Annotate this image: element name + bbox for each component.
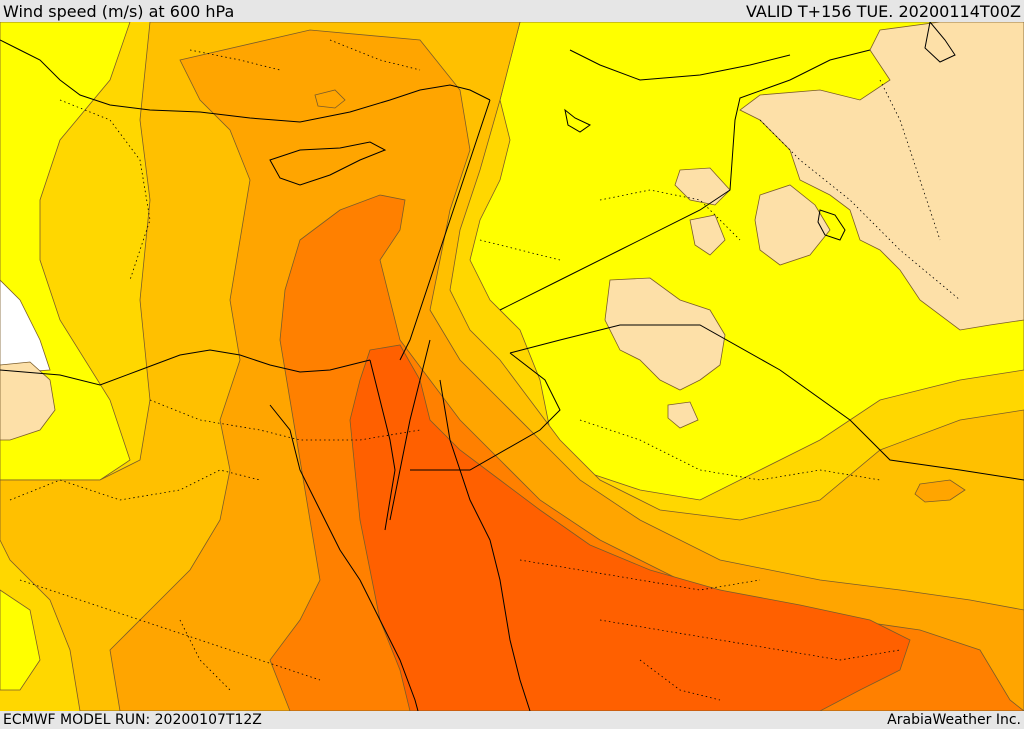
- field-tan-syria: [674, 167, 731, 206]
- map-title: Wind speed (m/s) at 600 hPa: [3, 2, 235, 21]
- field-orange-7: [349, 344, 911, 711]
- field-cell-east: [914, 479, 966, 503]
- valid-time: VALID T+156 TUE. 20200114T00Z: [745, 2, 1021, 21]
- model-run: ECMWF MODEL RUN: 20200107T12Z: [3, 712, 262, 728]
- footer-bar: ECMWF MODEL RUN: 20200107T12Z ArabiaWeat…: [0, 711, 1024, 729]
- field-tan-mid: [754, 184, 831, 266]
- field-tan-west: [0, 361, 56, 441]
- field-tan-ne: [739, 22, 1024, 331]
- field-tan-iraq: [604, 277, 726, 391]
- dotted-borders: [9, 39, 961, 701]
- field-cell-north: [314, 89, 346, 109]
- field-tan-small-2: [667, 401, 699, 429]
- field-white-w: [0, 279, 51, 373]
- credit-label: ArabiaWeather Inc.: [887, 712, 1021, 728]
- header-bar: Wind speed (m/s) at 600 hPa VALID T+156 …: [0, 0, 1024, 22]
- field-yellow-sw: [0, 589, 41, 691]
- wind-speed-map: [0, 22, 1024, 711]
- coastlines: [0, 22, 1024, 711]
- field-tan-small: [689, 214, 726, 256]
